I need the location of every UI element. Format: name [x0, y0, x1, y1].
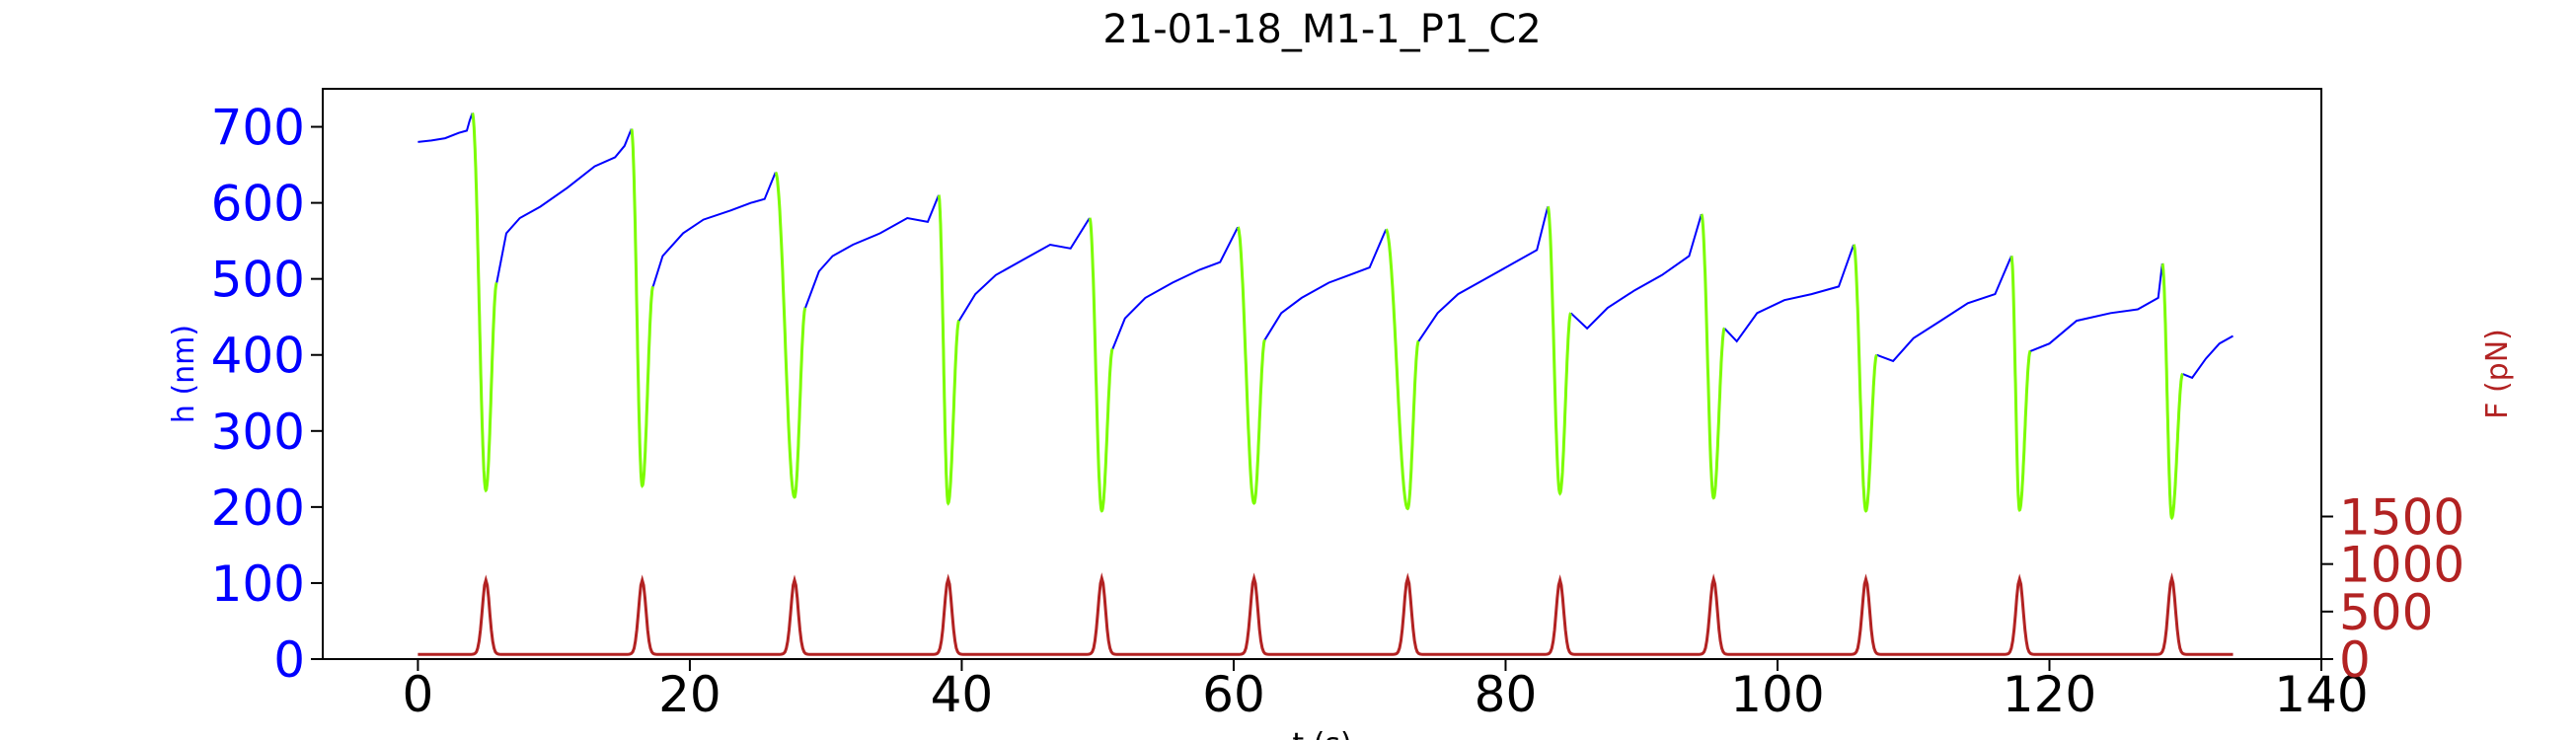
left-axis-ticks: 0 100 200 300 400 500 600 700 — [211, 100, 323, 689]
height-force-dip-3 — [774, 171, 807, 499]
height-force-dip-2 — [630, 128, 654, 488]
force-series — [417, 572, 2234, 656]
left-tick-label: 400 — [211, 328, 305, 385]
left-tick-label: 600 — [211, 176, 305, 233]
height-force-dip-11 — [2009, 255, 2032, 512]
height-force-dip-8 — [1547, 205, 1572, 496]
height-segment-13 — [2182, 334, 2234, 380]
height-segment-3 — [651, 172, 777, 287]
height-segment-5 — [957, 217, 1091, 322]
height-segment-9 — [1569, 213, 1703, 331]
x-axis-ticks: 0 20 40 60 80 100 120 140 — [403, 659, 2369, 723]
height-force-dip-5 — [1088, 217, 1114, 513]
right-tick-label: 1500 — [2339, 489, 2464, 547]
x-tick-label: 40 — [931, 666, 994, 723]
height-segment-8 — [1417, 206, 1550, 342]
height-segment-2 — [495, 128, 633, 283]
height-segment-1 — [417, 112, 474, 143]
chart-title: 21-01-18_M1-1_P1_C2 — [1102, 7, 1541, 52]
height-force-dip-10 — [1852, 244, 1878, 513]
height-force-dip-6 — [1237, 226, 1266, 505]
x-tick-label: 20 — [658, 666, 721, 723]
height-force-dip-4 — [937, 194, 960, 506]
height-segment-6 — [1111, 226, 1239, 349]
height-segment-7 — [1263, 229, 1388, 340]
left-tick-label: 700 — [211, 100, 305, 157]
right-tick-label: 0 — [2339, 631, 2371, 689]
y-axis-label-right: F (pN) — [2480, 329, 2515, 419]
x-tick-label: 120 — [2003, 666, 2096, 723]
x-axis-label: t (s) — [1292, 727, 1351, 740]
x-tick-label: 60 — [1202, 666, 1265, 723]
height-segment-12 — [2029, 263, 2163, 352]
height-force-dip-9 — [1700, 213, 1726, 500]
left-tick-label: 100 — [211, 555, 305, 613]
x-tick-label: 0 — [403, 666, 434, 723]
height-segment-4 — [804, 194, 940, 309]
height-segment-11 — [1876, 256, 2012, 363]
plot-lines — [417, 111, 2234, 656]
plot-frame — [322, 88, 2322, 660]
left-tick-label: 300 — [211, 404, 305, 461]
left-tick-label: 500 — [211, 252, 305, 309]
x-tick-label: 100 — [1730, 666, 1824, 723]
x-tick-label: 80 — [1475, 666, 1538, 723]
height-force-dip-7 — [1385, 228, 1420, 511]
left-tick-label: 0 — [273, 631, 305, 689]
right-tick-label: 1000 — [2339, 537, 2464, 594]
height-force-dip-12 — [2160, 262, 2184, 521]
left-tick-label: 200 — [211, 480, 305, 537]
x-tick-label: 140 — [2274, 666, 2368, 723]
y-axis-label-left: h (nm) — [167, 325, 201, 423]
height-force-dip-1 — [471, 111, 498, 493]
right-tick-label: 500 — [2339, 584, 2433, 641]
height-segment-10 — [1723, 244, 1856, 343]
